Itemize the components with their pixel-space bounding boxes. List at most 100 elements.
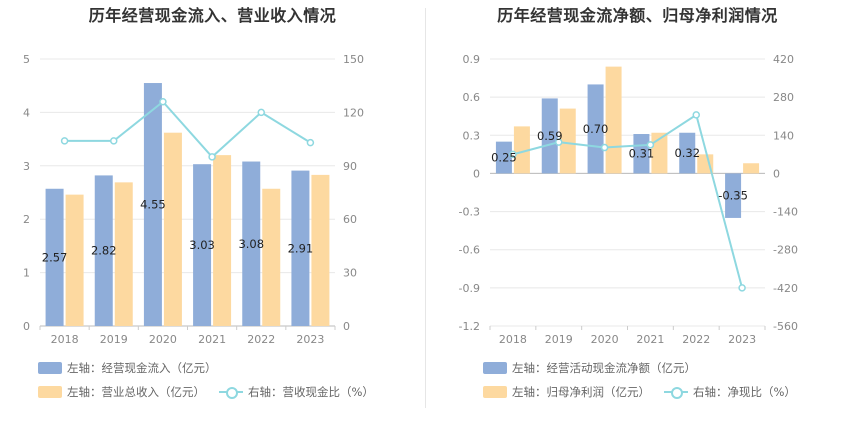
line-point	[509, 150, 517, 159]
line-point	[208, 153, 216, 161]
data-label: -0.35	[718, 189, 748, 203]
x-axis-tick: 2019	[545, 333, 573, 346]
chart-title: 历年经营现金流净额、归母净利润情况	[497, 6, 778, 25]
bar-secondary	[605, 66, 622, 174]
left-axis-tick: 1	[23, 267, 30, 280]
legend-prefix: 左轴：	[512, 385, 547, 399]
right-axis-tick: 0	[343, 320, 350, 333]
bar-secondary	[559, 108, 576, 174]
x-axis-tick: 2022	[682, 333, 710, 346]
left-axis-tick: 0	[473, 167, 480, 180]
legend-prefix: 右轴：	[693, 385, 728, 399]
right-axis-tick: 140	[773, 129, 794, 142]
line-point	[306, 138, 315, 147]
legend-swatch-line	[664, 386, 688, 399]
left-axis-tick: -0.6	[459, 244, 480, 257]
chart-title: 历年经营现金流入、营业收入情况	[88, 6, 337, 25]
chart-panel-net-cash: 历年经营现金流净额、归母净利润情况 -1.2 -560 -0.9 -420 -0.6 -2…	[425, 0, 850, 437]
right-axis-tick: 30	[343, 267, 357, 280]
left-axis-tick: -0.9	[459, 282, 480, 295]
legend-prefix: 右轴：	[248, 385, 283, 399]
line-point	[646, 141, 655, 149]
data-label: 0.25	[491, 151, 517, 165]
x-axis-tick: 2020	[149, 333, 177, 346]
bar-primary	[45, 188, 64, 326]
right-axis-tick: 90	[343, 160, 357, 173]
bar-secondary	[697, 154, 714, 174]
data-label: 0.70	[583, 122, 609, 136]
legend-prefix: 左轴：	[67, 385, 102, 399]
x-axis-tick: 2023	[296, 333, 324, 346]
bar-secondary	[262, 188, 281, 326]
data-label: 2.82	[91, 244, 117, 258]
x-axis-tick: 2019	[100, 333, 128, 346]
legend-swatch-blue	[38, 362, 62, 374]
bar-primary	[541, 98, 558, 174]
bar-primary	[193, 164, 212, 326]
x-axis-tick: 2018	[51, 333, 79, 346]
bar-primary	[725, 173, 742, 218]
legend-swatch-blue	[483, 362, 507, 374]
legend-swatch-orange	[38, 386, 62, 398]
legend-label: 经营活动现金流净额（亿元）	[546, 361, 697, 375]
chart-panel-cash-inflow: 历年经营现金流入、营业收入情况 0 0 1 30 2 60 3 90 4 120 5 150 2018 2…	[23, 6, 374, 399]
legend-row-1: 左轴： 经营现金流入（亿元）	[38, 360, 217, 376]
x-axis-tick: 2020	[591, 333, 619, 346]
cash-inflow-chart: 0 0 1 30 2 60 3 90 4 120 5 150 2018 2019 2020 2021 2022 2…	[23, 53, 364, 346]
x-axis-tick: 2022	[247, 333, 275, 346]
data-label: 0.32	[674, 146, 700, 160]
line-point	[692, 111, 700, 119]
left-axis-tick: 5	[23, 53, 30, 66]
legend-prefix: 左轴：	[67, 361, 102, 375]
line-point	[738, 284, 746, 292]
right-axis-tick: -420	[773, 282, 798, 295]
x-axis-tick: 2021	[198, 333, 226, 346]
data-label: 0.31	[629, 147, 655, 161]
line-point	[110, 137, 118, 145]
line-point	[600, 143, 609, 152]
line-series	[512, 113, 744, 289]
left-axis-tick: -1.2	[459, 320, 480, 333]
line-series	[64, 100, 311, 159]
left-axis-tick: 0.3	[463, 129, 481, 142]
legend-swatch-orange	[483, 386, 507, 398]
right-axis-tick: -140	[773, 206, 798, 219]
left-axis-tick: 3	[23, 160, 30, 173]
legend-label: 归母净利润（亿元）	[546, 385, 651, 399]
panel-divider	[425, 8, 426, 408]
data-label: 3.03	[189, 238, 215, 252]
x-axis-tick: 2023	[728, 333, 756, 346]
legend-prefix: 左轴：	[512, 361, 547, 375]
left-axis-tick: -0.3	[459, 206, 480, 219]
left-axis-tick: 0	[23, 320, 30, 333]
bar-secondary	[513, 126, 530, 174]
bar-secondary	[743, 163, 760, 174]
line-point	[257, 108, 265, 117]
x-axis-tick: 2021	[636, 333, 664, 346]
bar-primary	[679, 132, 696, 174]
legend-label: 经营现金流入（亿元）	[101, 361, 217, 375]
data-label: 2.91	[288, 241, 314, 255]
left-axis-tick: 0.6	[463, 91, 481, 104]
right-axis-tick: 0	[773, 167, 780, 180]
bar-primary	[495, 141, 512, 174]
x-axis-tick: 2018	[499, 333, 527, 346]
legend-row-1: 左轴： 经营活动现金流净额（亿元）	[483, 360, 696, 376]
line-point	[60, 137, 69, 145]
bar-secondary	[163, 132, 182, 326]
legend-label: 营业总收入（亿元）	[101, 385, 206, 399]
bar-primary	[587, 84, 604, 174]
right-axis-tick: 280	[773, 91, 794, 104]
bar-secondary	[114, 182, 133, 326]
legend-label: 净现比（%）	[727, 385, 796, 399]
left-axis-tick: 4	[23, 106, 30, 119]
line-point	[159, 97, 167, 106]
bar-primary	[291, 170, 310, 326]
bar-secondary	[311, 174, 330, 326]
bar-primary	[633, 134, 650, 174]
right-axis-tick: 120	[343, 106, 364, 119]
bar-primary	[94, 175, 113, 326]
left-axis-tick: 0.9	[463, 53, 481, 66]
legend-row-2: 左轴： 归母净利润（亿元） 右轴： 净现比（%）	[483, 384, 796, 400]
